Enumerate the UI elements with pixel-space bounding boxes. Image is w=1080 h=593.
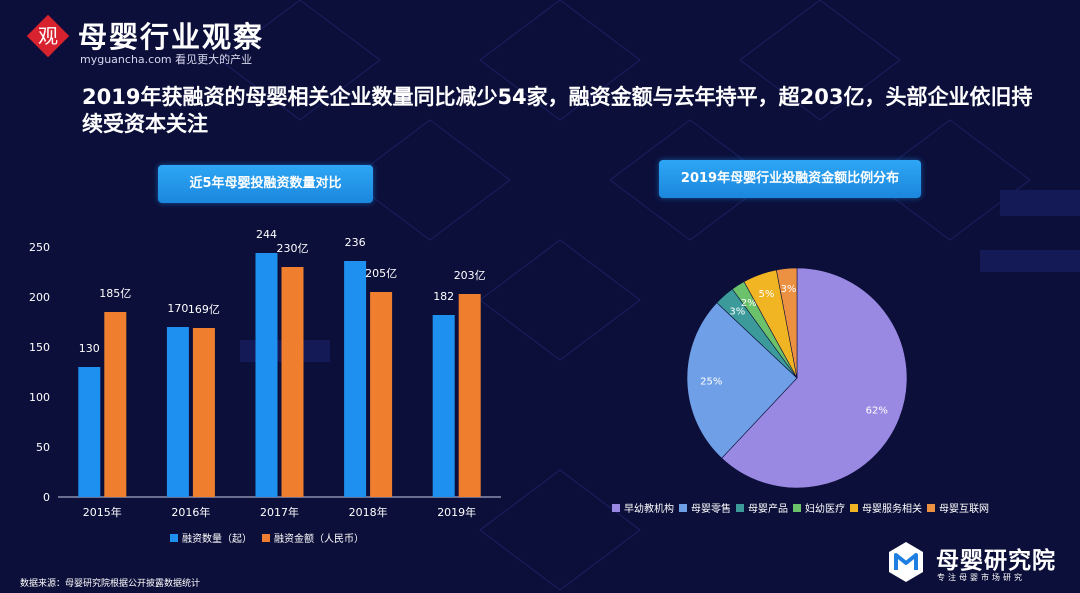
legend-label: 母婴服务相关	[862, 504, 922, 515]
amount-data-label: 203亿	[454, 269, 486, 282]
pie-slice	[776, 267, 798, 379]
pie-chart: 62%25%3%2%5% 3%	[686, 267, 908, 489]
pie-slice-label: 5%	[759, 289, 775, 300]
pie-chart-legend: 早幼教机构 母婴零售 母婴产品 妇幼医疗 母婴服务相关 母婴互联网	[612, 500, 994, 515]
legend-swatch	[927, 503, 935, 512]
bar-legend-item: 融资数量（起）	[170, 530, 252, 545]
pie-chart-title: 2019年母婴行业投融资金额比例分布	[659, 160, 921, 198]
y-tick-label: 0	[43, 491, 50, 504]
count-bar	[432, 315, 455, 497]
legend-label: 融资金额（人民币）	[274, 534, 364, 545]
legend-swatch	[170, 533, 178, 542]
amount-data-label: 230亿	[277, 242, 309, 255]
y-tick-label: 250	[29, 241, 50, 254]
x-tick-label: 2016年	[171, 505, 210, 519]
amount-data-label: 169亿	[188, 303, 220, 316]
y-tick-label: 100	[29, 391, 50, 404]
count-data-label: 236	[345, 236, 366, 249]
pie-legend-item: 母婴互联网	[927, 500, 989, 515]
bar-chart-legend: 融资数量（起） 融资金额（人民币）	[170, 530, 374, 545]
pie-legend-item: 母婴服务相关	[850, 500, 922, 515]
legend-label: 母婴产品	[748, 504, 788, 515]
pie-slice	[686, 302, 798, 459]
count-bar	[344, 261, 367, 497]
legend-label: 融资数量（起）	[182, 534, 252, 545]
pie-legend-item: 母婴零售	[679, 500, 731, 515]
amount-data-label: 185亿	[99, 287, 131, 300]
x-tick-label: 2017年	[260, 505, 299, 519]
legend-swatch	[793, 503, 801, 512]
count-bar	[166, 327, 189, 497]
amount-data-label: 205亿	[365, 267, 397, 280]
x-tick-label: 2018年	[349, 505, 388, 519]
pie-slice-label: 3%	[729, 306, 745, 317]
brand-slogan: 专注母婴市场研究	[937, 573, 1025, 582]
legend-label: 母婴互联网	[939, 504, 989, 515]
amount-bar	[104, 312, 127, 497]
x-tick-label: 2015年	[83, 505, 122, 519]
x-tick-label: 2019年	[437, 505, 476, 519]
bar-chart-title: 近5年母婴投融资数量对比	[158, 165, 373, 203]
legend-label: 妇幼医疗	[805, 504, 845, 515]
data-source-note: 数据来源：母婴研究院根据公开披露数据统计	[20, 579, 201, 589]
legend-swatch	[679, 503, 687, 512]
logo-name: 母婴行业观察	[78, 20, 265, 54]
logo-tagline: 看见更大的产业	[175, 53, 253, 66]
bar-legend-item: 融资金额（人民币）	[262, 530, 364, 545]
brand-logo-icon	[889, 542, 923, 582]
amount-bar	[281, 267, 304, 497]
page-headline: 2019年获融资的母婴相关企业数量同比减少54家，融资金额与去年持平，超203亿…	[82, 85, 1033, 136]
legend-swatch	[850, 503, 858, 512]
count-data-label: 170	[167, 302, 188, 315]
logo-icon: 观	[26, 14, 70, 58]
logo-char: 观	[38, 24, 58, 48]
legend-label: 母婴零售	[691, 504, 731, 515]
pie-slice-label: 2%	[741, 298, 757, 309]
y-tick-label: 50	[36, 441, 50, 454]
amount-bar	[458, 294, 481, 497]
amount-bar	[370, 292, 393, 497]
count-bar	[255, 253, 278, 497]
pie-slice-label: 25%	[700, 377, 722, 388]
count-bar	[78, 367, 101, 497]
y-tick-label: 150	[29, 341, 50, 354]
logo-url-text: myguancha.com	[80, 53, 172, 66]
legend-swatch	[262, 533, 270, 542]
pie-legend-item: 母婴产品	[736, 500, 788, 515]
y-tick-label: 200	[29, 291, 50, 304]
bar-chart: 0 50 100 150 200 250 130 185亿 2015年 170 169亿 2016年 2…	[29, 230, 501, 519]
amount-bar	[192, 328, 215, 497]
pie-legend-item: 妇幼医疗	[793, 500, 845, 515]
legend-swatch	[612, 503, 620, 512]
pie-slice	[721, 267, 908, 489]
pie-slice-label: 62%	[866, 406, 888, 417]
legend-label: 早幼教机构	[624, 504, 674, 515]
legend-swatch	[736, 503, 744, 512]
brand-name: 母婴研究院	[936, 548, 1056, 574]
pie-legend-item: 早幼教机构	[612, 500, 674, 515]
count-data-label: 182	[433, 290, 454, 303]
count-data-label: 130	[79, 342, 100, 355]
count-data-label: 244	[256, 230, 277, 241]
logo-url: myguancha.com 看见更大的产业	[80, 51, 252, 67]
pie-slice-label: 3%	[781, 284, 797, 295]
